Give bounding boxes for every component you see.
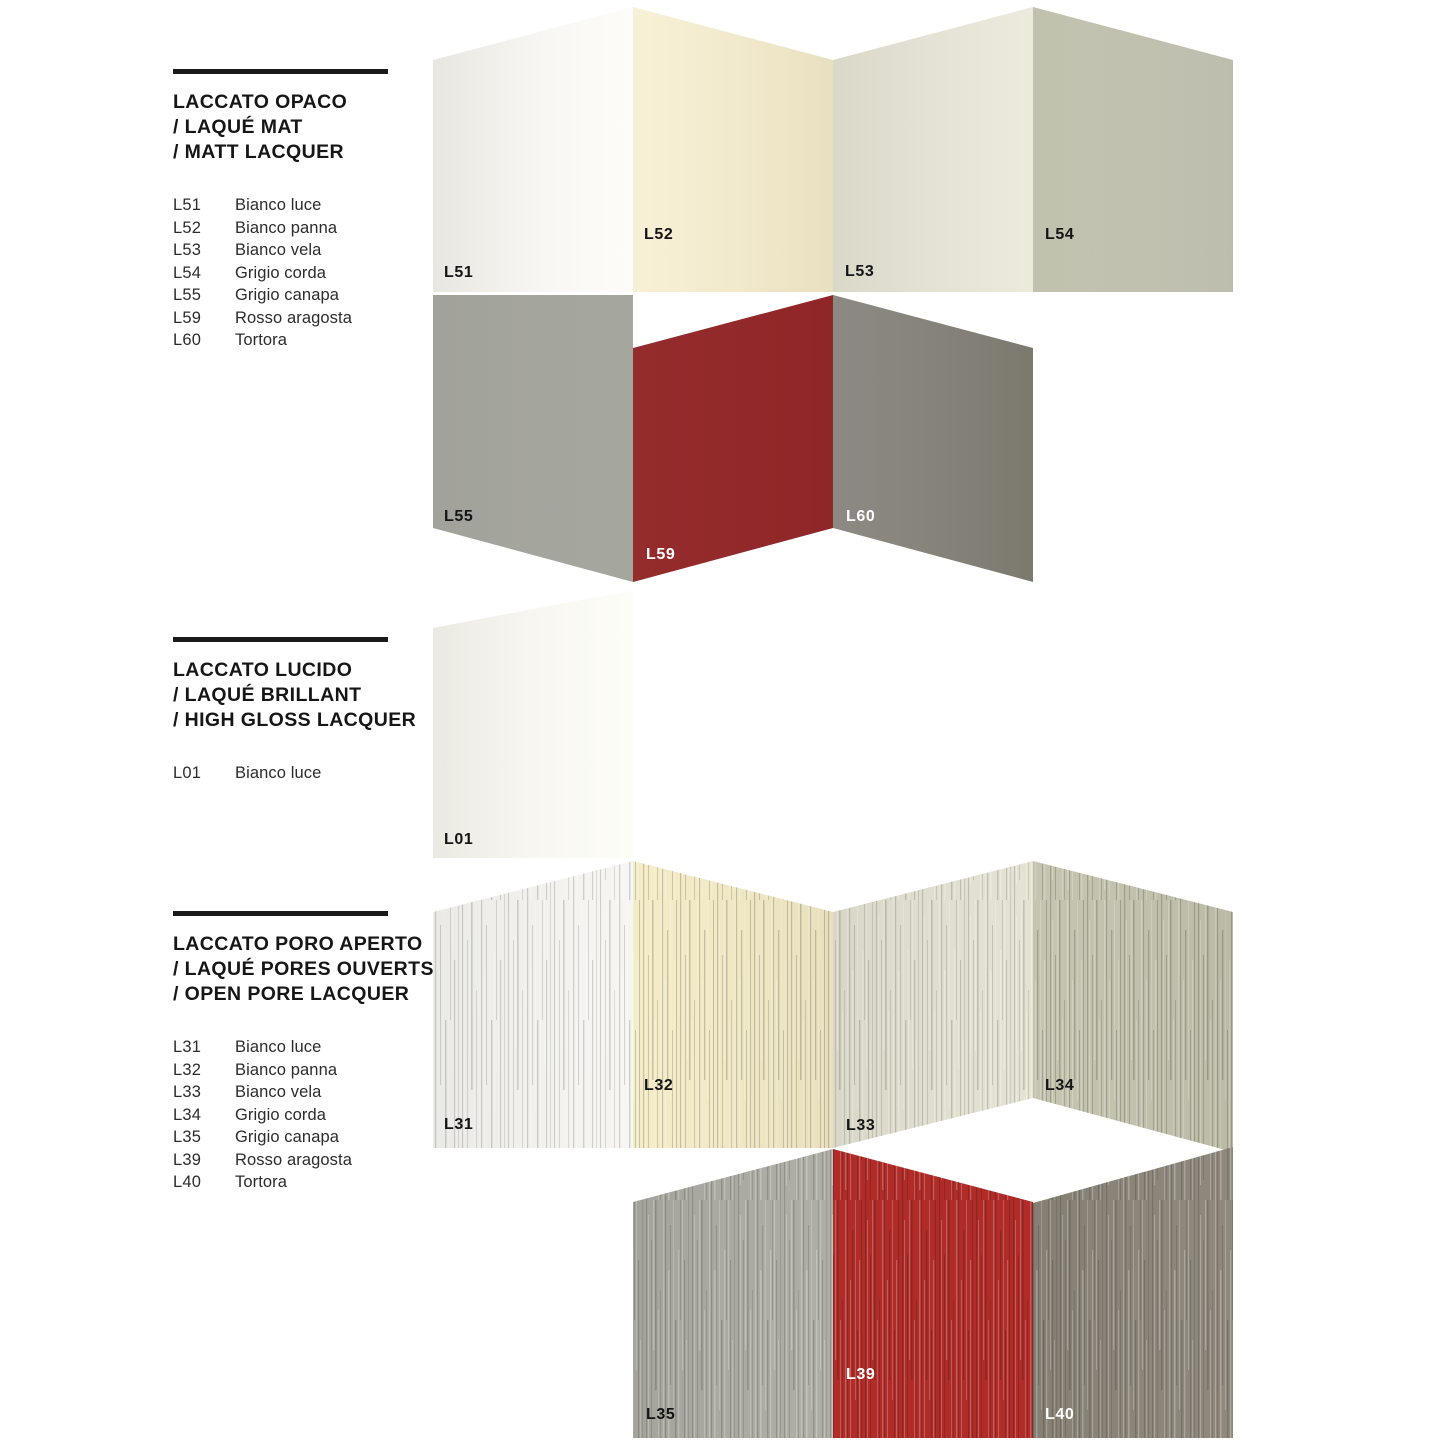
color-name: Tortora — [235, 1173, 288, 1192]
legend-code-list: L31 Bianco luce L32 Bianco panna L33 Bia… — [173, 1036, 434, 1194]
legend-title-fr: / LAQUÉ BRILLANT — [173, 683, 362, 706]
legend-open-pore-lacquer: LACCATO PORO APERTO / LAQUÉ PORES OUVERT… — [173, 911, 434, 1194]
list-item: L54 Grigio corda — [173, 262, 388, 285]
legend-title-it: LACCATO PORO APERTO — [173, 933, 423, 955]
list-item: L34 Grigio corda — [173, 1104, 434, 1127]
color-name: Tortora — [235, 331, 288, 350]
legend-high-gloss-lacquer: LACCATO LUCIDO / LAQUÉ BRILLANT / HIGH G… — [173, 637, 416, 785]
code: L55 — [173, 286, 202, 305]
code: L40 — [173, 1173, 202, 1192]
code: L34 — [173, 1105, 202, 1124]
legend-rule — [173, 637, 388, 642]
legend-title-it: LACCATO OPACO — [173, 91, 348, 113]
swatch-group-matt-row1 — [433, 7, 1233, 292]
color-name: Bianco luce — [235, 1038, 322, 1057]
list-item: L40 Tortora — [173, 1171, 434, 1194]
color-name: Bianco panna — [235, 1060, 338, 1079]
code: L32 — [173, 1060, 202, 1079]
list-item: L59 Rosso aragosta — [173, 307, 388, 330]
swatch-L59[interactable] — [633, 295, 833, 582]
list-item: L60 Tortora — [173, 329, 388, 352]
code: L33 — [173, 1083, 202, 1102]
color-name: Bianco panna — [235, 218, 338, 237]
legend-title-matt: LACCATO OPACO / LAQUÉ MAT / MATT LACQUER — [173, 90, 388, 164]
legend-title-fr: / LAQUÉ PORES OUVERTS — [173, 957, 434, 980]
code: L35 — [173, 1128, 202, 1147]
legend-rule — [173, 911, 388, 916]
legend-title-it: LACCATO LUCIDO — [173, 659, 353, 681]
list-item: L39 Rosso aragosta — [173, 1149, 434, 1172]
color-name: Bianco vela — [235, 1083, 322, 1102]
code: L59 — [173, 308, 202, 327]
legend-title-en: / OPEN PORE LACQUER — [173, 982, 410, 1005]
list-item: L55 Grigio canapa — [173, 284, 388, 307]
code: L53 — [173, 241, 202, 260]
code: L54 — [173, 263, 202, 282]
swatch-group-openpore-row1 — [433, 861, 1233, 1152]
list-item: L35 Grigio canapa — [173, 1126, 434, 1149]
color-name: Grigio canapa — [235, 286, 340, 305]
swatch-group-matt-row2 — [433, 295, 1033, 582]
list-item: L32 Bianco panna — [173, 1059, 434, 1082]
legend-code-list: L51 Bianco luce L52 Bianco panna L53 Bia… — [173, 194, 388, 352]
code: L01 — [173, 764, 202, 783]
code: L39 — [173, 1150, 202, 1169]
legend-title-openpore: LACCATO PORO APERTO / LAQUÉ PORES OUVERT… — [173, 932, 434, 1006]
legend-title-en: / MATT LACQUER — [173, 140, 344, 163]
legend-matt-lacquer: LACCATO OPACO / LAQUÉ MAT / MATT LACQUER… — [173, 69, 388, 352]
color-name: Bianco vela — [235, 241, 322, 260]
color-name: Rosso aragosta — [235, 308, 352, 327]
list-item: L01 Bianco luce — [173, 762, 416, 785]
list-item: L33 Bianco vela — [173, 1081, 434, 1104]
code: L52 — [173, 218, 202, 237]
color-name: Grigio corda — [235, 1105, 327, 1124]
list-item: L31 Bianco luce — [173, 1036, 434, 1059]
list-item: L52 Bianco panna — [173, 217, 388, 240]
color-name: Grigio canapa — [235, 1128, 340, 1147]
code: L31 — [173, 1038, 202, 1057]
color-name: Bianco luce — [235, 764, 322, 783]
legend-rule — [173, 69, 388, 74]
list-item: L53 Bianco vela — [173, 239, 388, 262]
list-item: L51 Bianco luce — [173, 194, 388, 217]
code: L51 — [173, 196, 202, 215]
legend-title-en: / HIGH GLOSS LACQUER — [173, 708, 417, 731]
legend-title-fr: / LAQUÉ MAT — [173, 115, 303, 138]
color-name: Grigio corda — [235, 263, 327, 282]
swatch-group-openpore-row2 — [633, 1147, 1233, 1438]
code: L60 — [173, 331, 202, 350]
color-name: Bianco luce — [235, 196, 322, 215]
swatch-group-gloss — [433, 590, 633, 858]
legend-title-gloss: LACCATO LUCIDO / LAQUÉ BRILLANT / HIGH G… — [173, 658, 416, 732]
color-name: Rosso aragosta — [235, 1150, 352, 1169]
legend-code-list: L01 Bianco luce — [173, 762, 416, 785]
